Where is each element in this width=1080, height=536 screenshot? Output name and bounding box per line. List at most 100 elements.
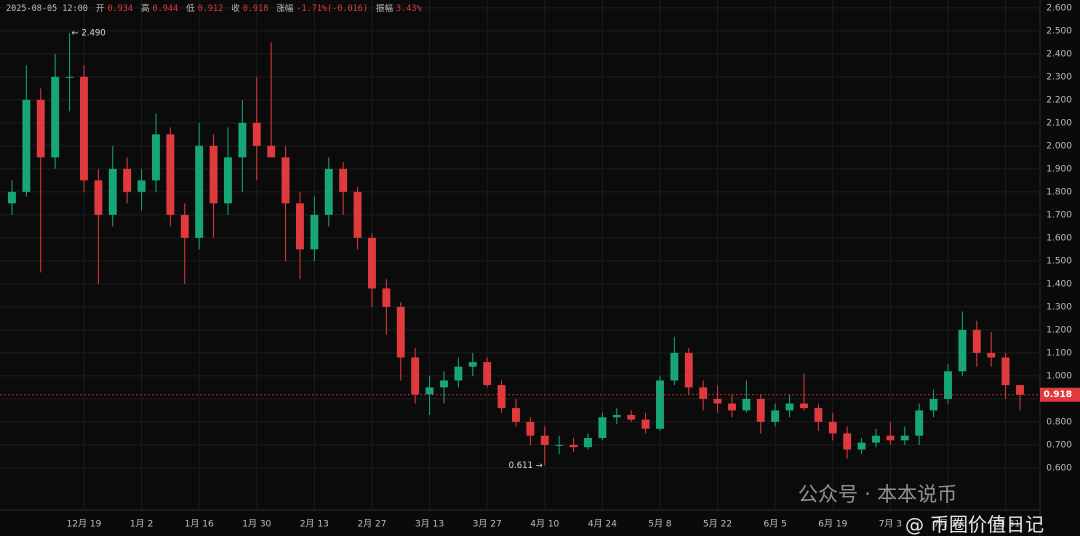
x-tick-label: 6月 5 [764,519,787,530]
candle-body [814,408,823,422]
candle-body [195,145,204,238]
candle-body [296,203,304,250]
header-label: 振幅 [376,4,394,14]
y-tick-label: 1.100 [1046,348,1072,358]
candle-body [396,306,405,358]
watermark: 公众号 · 本本说币 [798,482,958,506]
y-tick-label: 1.600 [1046,233,1072,243]
candle-body [728,403,736,411]
header-time: 2025-08-05 12:00 [6,4,88,14]
y-tick-label: 1.400 [1046,279,1072,289]
candle-body [771,410,780,422]
candle-body [368,237,376,289]
candle-body [468,362,477,367]
candle-body [1001,357,1010,386]
candle-body [483,362,492,386]
plot-area [0,0,1040,510]
candle-body [209,145,218,204]
y-tick-label: 2.500 [1046,26,1072,36]
last-price-label: 0.918 [1044,390,1072,400]
x-tick-label: 12月 19 [67,519,102,530]
x-tick-label: 2月 13 [300,519,329,530]
y-tick-label: 2.300 [1046,72,1072,82]
candle-body [886,435,895,441]
candle-body [108,168,117,215]
candle-body [958,329,967,372]
y-tick-label: 2.600 [1046,3,1072,13]
candle-body [756,398,765,422]
x-tick-label: 7月 3 [879,519,902,530]
candle-body [843,433,852,450]
candle-body [36,99,45,158]
candle-body [555,444,564,446]
candle-body [7,191,16,204]
ohlc-header: 2025-08-05 12:00 开 0.934 高 0.944 低 0.912 收 0.918… [6,2,430,14]
candle-body [713,398,722,404]
candle-body [324,168,333,215]
candle-body [281,157,290,204]
extreme-label: ← 2.490 [72,29,106,39]
x-tick-label: 3月 13 [415,519,444,530]
candle-body [598,417,607,438]
candle-body [742,398,751,411]
candle-body [425,387,434,395]
header-value: 0.912 [197,4,224,14]
y-tick-label: 1.300 [1046,302,1072,312]
x-tick-label: 4月 24 [588,519,617,530]
y-tick-label: 2.000 [1046,141,1072,151]
x-tick-label: 1月 30 [242,519,271,530]
candle-body [166,134,175,215]
candle-body [238,122,247,158]
candle-body [512,408,520,422]
y-tick-label: 1.500 [1046,256,1072,266]
x-tick-label: 4月 10 [530,519,559,530]
candle-body [180,214,189,238]
candle-body [526,421,535,436]
candle-body [627,414,636,420]
y-tick-label: 0.700 [1046,440,1072,450]
candle-body [987,352,996,358]
candle-body [151,134,160,181]
candle-body [1016,385,1024,395]
header-label: 涨幅 [276,4,294,14]
candle-body [339,168,348,192]
candle-body [540,435,549,445]
x-tick-label: 1月 16 [185,519,214,530]
header-label: 收 [231,4,240,14]
y-tick-label: 1.900 [1046,164,1072,174]
candle-body [828,421,837,434]
header-value: 0.918 [242,4,269,14]
candle-body [972,329,981,353]
y-tick-label: 1.200 [1046,325,1072,335]
y-tick-label: 2.400 [1046,49,1072,59]
candle-body [612,414,621,418]
candle-body [454,366,463,381]
candle-body [569,444,578,448]
y-tick-label: 1.000 [1046,371,1072,381]
header-label: 开 [95,4,105,14]
y-tick-label: 1.800 [1046,187,1072,197]
header-value: 3.43% [396,4,422,14]
candle-body [641,419,650,429]
header-label: 高 [141,4,150,14]
candle-body [670,352,679,381]
y-tick-label: 0.800 [1046,417,1072,427]
x-tick-label: 2月 27 [357,519,386,530]
header-value: 0.944 [152,4,179,14]
candle-body [353,191,362,238]
candle-body [857,442,866,450]
extreme-label: 0.611 → [509,461,543,471]
candle-body [800,403,808,409]
watermark: @ 币圈价值日记 [905,514,1045,536]
header-value: 0.934 [107,4,133,14]
x-tick-label: 6月 19 [818,519,847,530]
candle-body [929,398,938,411]
candle-body [900,435,909,441]
candle-body [310,214,319,250]
x-tick-label: 1月 2 [130,519,153,530]
candle-body [684,352,693,388]
x-tick-label: 5月 22 [703,519,732,530]
candle-body [382,288,391,307]
candle-body [223,157,232,204]
